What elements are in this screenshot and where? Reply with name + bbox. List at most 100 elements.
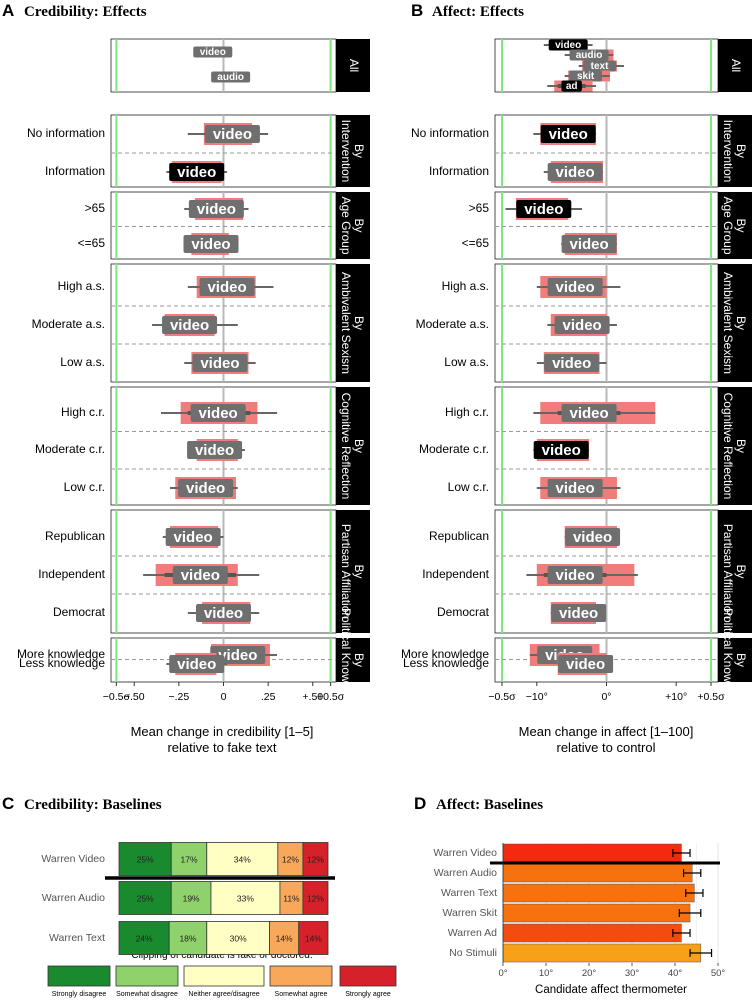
panel-b-facet-label: All [729,59,743,72]
panel-c-stacked-bars: Warren Video 25% 17% 34% 12% 12% Warren Audio 2… [41,842,397,998]
panel-a-facet-label: ByPolitical Knowledge [339,608,366,712]
panel-b-row-label: Democrat [437,605,490,619]
panel-c-segment-label: 24% [136,933,153,943]
panel-c-segment [302,881,329,915]
panel-c-segment [118,881,172,915]
panel-a-facet-label-line: By [352,653,366,667]
panel-d-category-label: Warren Skit [443,907,498,919]
panel-c-legend-label: Strongly disagree [52,991,107,998]
panel-a-tick-label: +.50 [302,691,323,703]
panel-a-facet-label-line: By [352,144,366,158]
panel-b-row-label: Less knowledge [403,656,489,670]
panel-c-legend-swatch [339,965,397,987]
panel-b-estimate-label-bg [547,566,603,584]
panel-a-estimate-label: video [204,605,243,622]
panel-b-facet-label-line: By [734,653,748,667]
panel-b-estimate-label: video [555,40,581,51]
panel-c-letter: C [2,794,14,813]
panel-b-estimate-label: video [556,164,595,181]
panel-b-estimate-label: video [552,355,591,372]
panel-b-estimate-label: video [524,201,563,218]
panel-b-facet-label-line: By [734,439,748,453]
panel-a-estimate-label: video [199,405,238,422]
panel-c-segment [206,842,279,876]
panel-b-estimate-label-bg [561,80,582,92]
panel-b-tick-label: −10° [526,691,548,703]
panel-b-row-label: Moderate a.s. [416,317,489,331]
panel-b-estimate-label-bg [548,39,588,51]
panel-d-tick-label: 50° [711,968,726,979]
panel-a-facet-label-line: Intervention [339,120,353,183]
panel-b-estimate-label: video [549,126,588,143]
panel-c-category-label: Warren Video [41,853,105,865]
panel-c-segment [298,921,329,955]
panel-b-estimate-label: text [591,61,609,72]
panel-c-segment-label: 12% [282,854,299,864]
panel-b-estimate-label: video [559,605,598,622]
panel-b-tick-label: +0.5σ [697,691,725,703]
panel-a-tick-label: −.25 [168,691,189,703]
panel-a-estimate-label: video [197,201,236,218]
panel-a-facet-label-line: Political Knowledge [339,608,353,712]
panel-b-facet-label-line: By [734,218,748,232]
panel-a-tick-label: +0.5σ [317,691,345,703]
panel-a-row-label: Moderate a.s. [32,317,105,331]
panel-d-category-label: Warren Video [433,847,497,859]
panel-a-estimate-label-bg [169,655,225,673]
panel-b-tick-label: +10° [665,691,687,703]
panel-d-bar [502,923,682,943]
panel-c-segment-label: 12% [307,893,324,903]
panel-b-row-label: No information [411,126,489,140]
panel-b-row-label: Low c.r. [448,480,489,494]
panel-b-facet-label-line: Ambivalent Sexism [721,272,735,374]
panel-b-facet-label-line: Intervention [721,120,735,183]
panel-b-facet-strip [718,39,752,92]
panel-b-estimate-label-bg [516,200,572,218]
panel-b-estimate-label: video [573,529,612,546]
panel-a-estimate-label: video [177,656,216,673]
panel-b-estimate-label: ad [566,81,578,92]
panel-b-row-label: >65 [469,201,490,215]
panel-a-facet-strip [336,115,370,187]
panel-b-facet-strip [718,510,752,633]
panel-a-estimate-label: video [177,164,216,181]
panel-a-estimate-label-bg [187,441,243,459]
panel-a-facet-label-line: Ambivalent Sexism [339,272,353,374]
panel-a-estimate-label: video [186,480,225,497]
panel-b-facet-label: ByCognitive Reflection [721,393,748,500]
panel-b-estimate-label-bg [569,70,602,82]
panel-b-estimate-label-bg [561,235,617,253]
panel-a-estimate-label: video [181,567,220,584]
panel-a-estimate-label: video [213,126,252,143]
panel-c-legend-title: Clipping of candidate is fake or doctore… [131,950,312,961]
panel-b-xlabel-line1: Mean change in affect [1–100] [519,724,694,739]
panel-b-estimate-label: video [569,405,608,422]
panel-b-tick-label: −0.5σ [488,691,516,703]
panel-a-xlabel-line2: relative to fake text [167,740,276,755]
panel-b-estimate-label-bg [554,316,610,334]
panel-b-facet-label-line: Political Knowledge [721,608,735,712]
panel-d-category-label: Warren Text [441,887,497,899]
panel-b-facet-strip [718,387,752,505]
panel-a-row-label: Democrat [53,605,106,619]
panel-a-estimate-label: video [170,317,209,334]
panel-a-estimate-label-bg [196,604,251,622]
panel-d-bar [502,903,691,923]
panel-d-letter: D [414,794,426,813]
panel-b-estimate-label-bg [561,404,617,422]
panel-a-facet-label: ByCognitive Reflection [339,393,366,500]
panel-b-row-label: Republican [429,529,489,543]
panel-c-segment-label: 12% [307,854,324,864]
panel-b-estimate-label-bg [569,49,609,61]
panel-a-facet-strip [336,39,370,92]
panel-c-segment [277,842,304,876]
panel-b-facet-strip [718,115,752,187]
panel-b-estimate-label: video [542,442,581,459]
panel-a-estimate-label: audio [217,72,244,83]
panel-a-row-label: Independent [38,567,105,581]
panel-a-estimate-label: video [174,529,213,546]
panel-a-estimate-label-bg [178,479,234,497]
panel-a-row-label: Low c.r. [64,480,105,494]
panel-a-row-label: Information [45,164,105,178]
panel-c-segment [170,881,212,915]
